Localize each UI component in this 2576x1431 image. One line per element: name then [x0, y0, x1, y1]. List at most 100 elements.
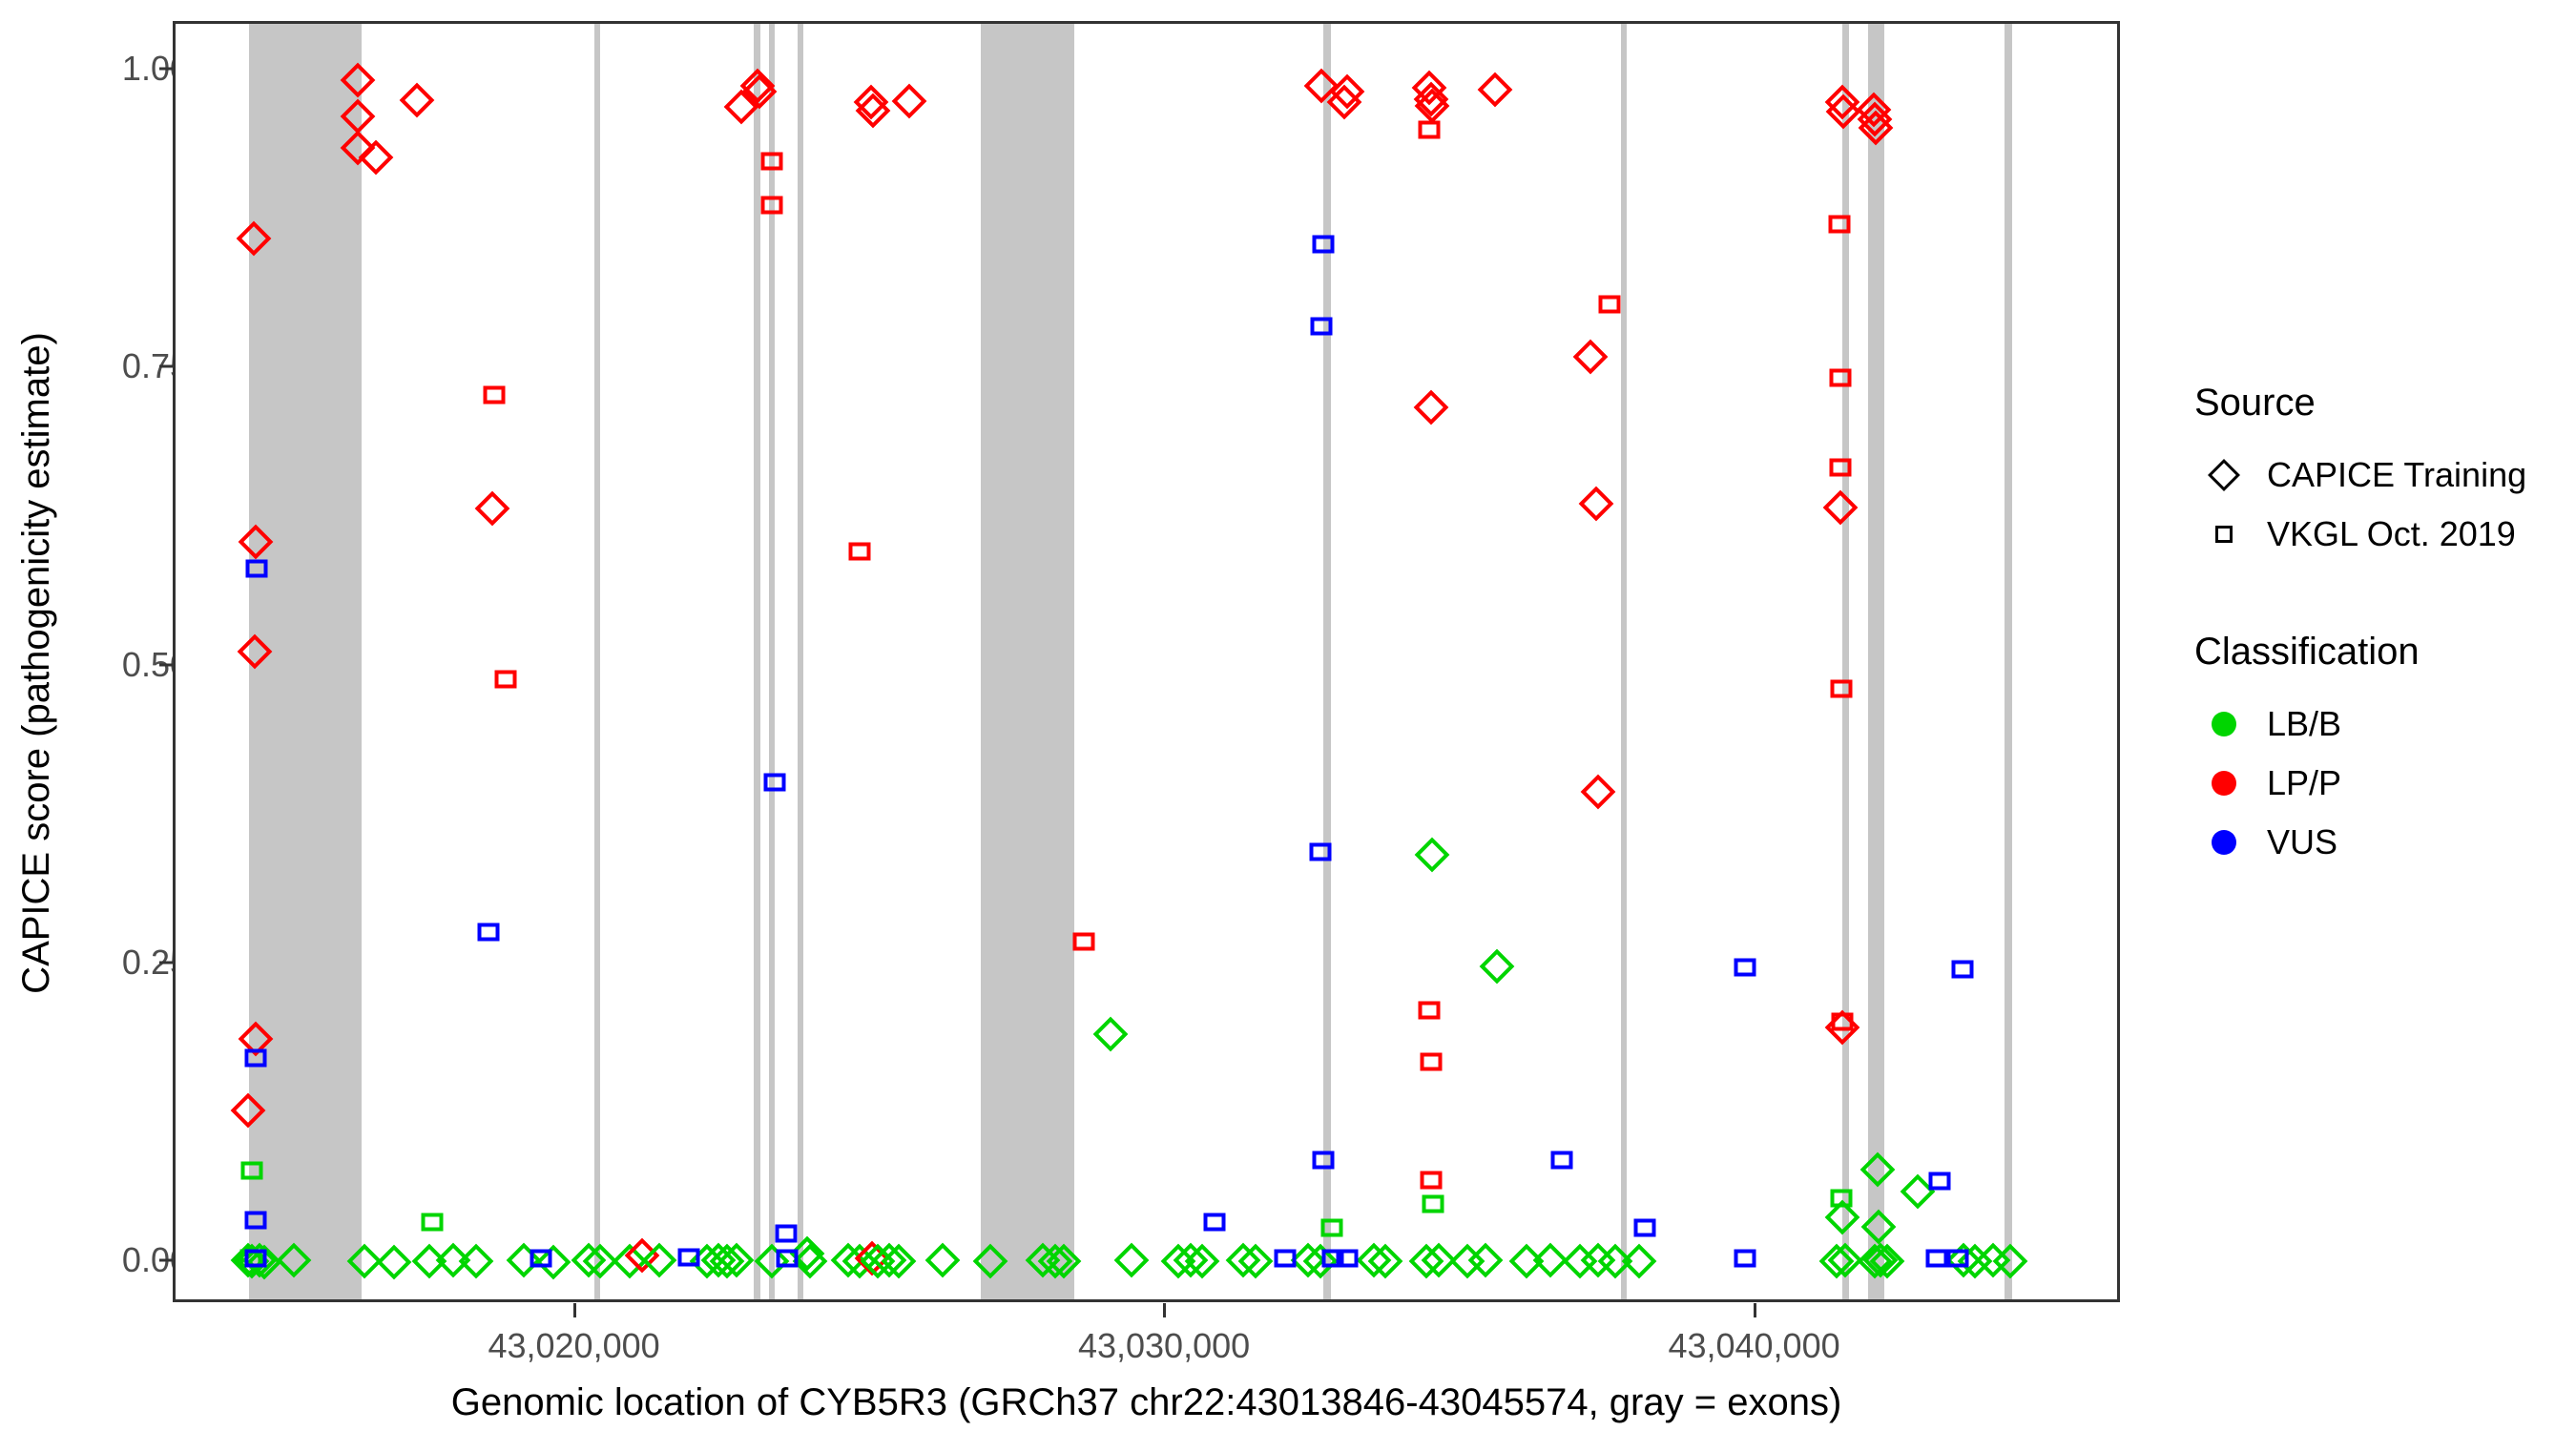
color-dot-icon [2194, 695, 2254, 754]
data-point [1572, 339, 1609, 374]
data-point [1303, 68, 1340, 104]
data-point [1578, 487, 1614, 522]
data-point [474, 491, 509, 527]
data-point [1633, 1218, 1656, 1237]
x-tick-label: 43,030,000 [1077, 1326, 1251, 1365]
data-point [1326, 85, 1361, 120]
data-point [1532, 1242, 1568, 1277]
legend-title-classification: Classification [2194, 631, 2420, 673]
data-point [421, 1213, 444, 1232]
data-point [1477, 72, 1513, 108]
exon-band [1867, 24, 1884, 1299]
data-point [1580, 1242, 1615, 1277]
chart-legend: Source CAPICE Training VKGL Oct. 2019 Cla… [2194, 382, 2576, 939]
legend-group-classification: Classification LB/B LP/P VUS [2194, 631, 2576, 872]
data-point [1420, 1052, 1443, 1071]
data-point [1072, 932, 1095, 951]
legend-item-classification-lbb[interactable]: LB/B [2194, 695, 2576, 754]
y-tick-mark [159, 1258, 173, 1262]
data-point [848, 542, 871, 561]
data-point [1467, 1242, 1504, 1277]
exon-band [797, 24, 804, 1299]
plot-area [176, 24, 2117, 1299]
data-point [1550, 1151, 1573, 1170]
data-point [1367, 1243, 1403, 1279]
data-point [641, 1242, 677, 1277]
data-point [1274, 1249, 1297, 1268]
data-point [830, 1242, 866, 1277]
data-point [1621, 1243, 1657, 1279]
exon-band [768, 24, 775, 1299]
data-point [860, 1243, 896, 1279]
x-tick-mark [1753, 1303, 1756, 1317]
legend-label: VKGL Oct. 2019 [2267, 514, 2516, 553]
data-point [535, 1244, 571, 1280]
data-point [1734, 958, 1756, 977]
data-point [1597, 1243, 1633, 1279]
data-point [376, 1244, 412, 1280]
exon-band [2005, 24, 2012, 1299]
data-point [477, 923, 500, 942]
square-marker-icon [2194, 505, 2254, 564]
data-point [1411, 71, 1447, 106]
data-point [530, 1249, 552, 1268]
legend-classification-rows: LB/B LP/P VUS [2194, 695, 2576, 872]
data-point [1580, 774, 1615, 809]
data-point [1421, 1242, 1456, 1277]
data-point [1508, 1243, 1545, 1279]
legend-item-classification-vus[interactable]: VUS [2194, 813, 2576, 872]
legend-label: CAPICE Training [2267, 455, 2527, 494]
x-tick-mark [572, 1303, 576, 1317]
data-point [881, 1243, 917, 1279]
data-point [1161, 1243, 1196, 1279]
legend-title-source: Source [2194, 382, 2316, 424]
data-point [612, 1243, 648, 1279]
data-point [571, 1242, 607, 1277]
legend-group-source: Source CAPICE Training VKGL Oct. 2019 [2194, 382, 2576, 564]
data-point [871, 1242, 907, 1277]
exon-band [981, 24, 1074, 1299]
exon-band [1322, 24, 1331, 1299]
data-point [1414, 837, 1450, 873]
data-point [459, 1243, 494, 1279]
data-point [506, 1242, 542, 1277]
data-point [1113, 1242, 1150, 1277]
data-point [1203, 1213, 1226, 1232]
y-tick-mark [159, 364, 173, 368]
legend-item-source-square[interactable]: VKGL Oct. 2019 [2194, 505, 2576, 564]
y-tick-mark [159, 67, 173, 71]
data-point [1413, 389, 1448, 425]
legend-source-rows: CAPICE Training VKGL Oct. 2019 [2194, 446, 2576, 564]
data-point [1957, 1243, 1993, 1279]
data-point [1598, 295, 1621, 314]
data-point [1951, 960, 1974, 979]
legend-label: VUS [2267, 822, 2338, 861]
legend-item-classification-lpp[interactable]: LP/P [2194, 754, 2576, 813]
data-point [1480, 948, 1515, 985]
data-point [689, 1243, 725, 1279]
data-point [892, 83, 927, 119]
data-point [483, 385, 506, 404]
data-point [1420, 1171, 1443, 1190]
legend-label: LB/B [2267, 704, 2342, 743]
data-point [709, 1243, 745, 1279]
data-point [1822, 489, 1859, 526]
x-tick-label: 43,040,000 [1668, 1326, 1840, 1365]
data-point [1945, 1242, 1982, 1277]
data-point [494, 670, 517, 689]
data-point [1336, 1249, 1359, 1268]
data-point [763, 773, 786, 792]
data-point [1946, 1249, 1969, 1268]
x-tick-label: 43,020,000 [488, 1326, 660, 1365]
data-point [789, 1235, 825, 1272]
data-point [1237, 1243, 1274, 1279]
data-point [855, 93, 891, 129]
data-point [1562, 1243, 1598, 1279]
data-point [854, 1240, 890, 1276]
data-point [718, 1242, 754, 1277]
data-point [1450, 1243, 1485, 1279]
exon-band [1842, 24, 1850, 1299]
data-point [1900, 1173, 1936, 1210]
color-dot-icon [2194, 813, 2254, 872]
legend-item-source-diamond[interactable]: CAPICE Training [2194, 446, 2576, 505]
